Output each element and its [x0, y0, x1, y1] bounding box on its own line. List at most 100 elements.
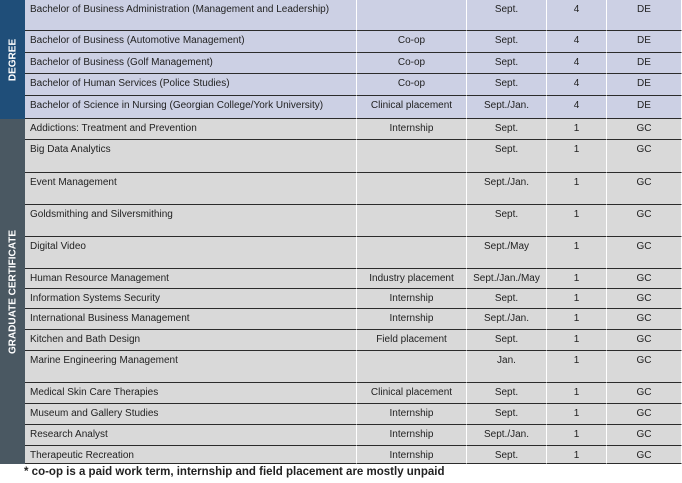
table-cell: 1 — [547, 425, 607, 446]
table-cell: Field placement — [357, 330, 467, 351]
table-cell: 1 — [547, 269, 607, 289]
table-cell: Sept. — [467, 74, 547, 96]
table-cell — [357, 173, 467, 205]
table-cell: Internship — [357, 119, 467, 140]
footnote: * co-op is a paid work term, internship … — [24, 466, 445, 478]
table-cell: Sept. — [467, 383, 547, 404]
table-cell: Sept. — [467, 330, 547, 351]
table-cell: GC — [607, 205, 682, 237]
table-cell: GC — [607, 173, 682, 205]
table-cell: Bachelor of Science in Nursing (Georgian… — [25, 96, 357, 119]
table-cell: GC — [607, 309, 682, 330]
table-cell: 4 — [547, 31, 607, 53]
table-cell: Research Analyst — [25, 425, 357, 446]
table-cell: DE — [607, 31, 682, 53]
table-cell: Sept. — [467, 0, 547, 31]
table-cell: Sept. — [467, 404, 547, 425]
table-cell: 1 — [547, 205, 607, 237]
table-cell: Sept. — [467, 446, 547, 464]
table-cell: 1 — [547, 330, 607, 351]
table-cell: Industry placement — [357, 269, 467, 289]
table-cell: 1 — [547, 119, 607, 140]
table-cell: 4 — [547, 74, 607, 96]
table-cell: Sept. — [467, 119, 547, 140]
table-cell: Sept./May — [467, 237, 547, 269]
table-cell: Internship — [357, 425, 467, 446]
table-cell: GC — [607, 289, 682, 309]
table-cell: Co-op — [357, 31, 467, 53]
table-cell: Big Data Analytics — [25, 140, 357, 173]
table-cell: GC — [607, 446, 682, 464]
table-cell: Human Resource Management — [25, 269, 357, 289]
table-cell: Goldsmithing and Silversmithing — [25, 205, 357, 237]
table-cell: Marine Engineering Management — [25, 351, 357, 383]
table-cell: Internship — [357, 404, 467, 425]
table-cell: Sept. — [467, 205, 547, 237]
table-cell: Sept./Jan. — [467, 309, 547, 330]
table-cell: Bachelor of Business Administration (Man… — [25, 0, 357, 31]
table-cell: GC — [607, 140, 682, 173]
table-cell: 1 — [547, 173, 607, 205]
table-cell: Bachelor of Business (Automotive Managem… — [25, 31, 357, 53]
table-cell: Medical Skin Care Therapies — [25, 383, 357, 404]
table-cell: GC — [607, 269, 682, 289]
group-label-text: DEGREE — [7, 38, 18, 81]
table-cell: 1 — [547, 140, 607, 173]
table-cell: GC — [607, 237, 682, 269]
table-cell: Internship — [357, 446, 467, 464]
table-cell: 1 — [547, 404, 607, 425]
table-cell: DE — [607, 74, 682, 96]
table-cell: Internship — [357, 289, 467, 309]
table-cell: Bachelor of Human Services (Police Studi… — [25, 74, 357, 96]
table-cell: Clinical placement — [357, 383, 467, 404]
table-cell: DE — [607, 53, 682, 74]
table-cell: 4 — [547, 0, 607, 31]
table-cell: DE — [607, 96, 682, 119]
table-cell: GC — [607, 330, 682, 351]
table-cell: GC — [607, 425, 682, 446]
table-cell: 4 — [547, 96, 607, 119]
table-cell: Internship — [357, 309, 467, 330]
table-cell: Information Systems Security — [25, 289, 357, 309]
table-cell: GC — [607, 404, 682, 425]
table-cell: 1 — [547, 383, 607, 404]
table-cell — [357, 140, 467, 173]
table-cell — [357, 0, 467, 31]
table-cell: Bachelor of Business (Golf Management) — [25, 53, 357, 74]
table-cell: Sept. — [467, 289, 547, 309]
group-label: GRADUATE CERTIFICATE — [0, 119, 25, 464]
table-cell: 1 — [547, 351, 607, 383]
table-cell: Sept./Jan. — [467, 173, 547, 205]
table-cell: Addictions: Treatment and Prevention — [25, 119, 357, 140]
table-cell — [357, 351, 467, 383]
table-cell: 4 — [547, 53, 607, 74]
table-cell: Sept./Jan. — [467, 96, 547, 119]
table-cell: Event Management — [25, 173, 357, 205]
table-cell: Jan. — [467, 351, 547, 383]
table-cell: Digital Video — [25, 237, 357, 269]
table-cell: GC — [607, 119, 682, 140]
table-cell: Sept./Jan. — [467, 425, 547, 446]
group-label: DEGREE — [0, 0, 25, 119]
table-cell: International Business Management — [25, 309, 357, 330]
table-cell: Co-op — [357, 74, 467, 96]
table-cell: GC — [607, 351, 682, 383]
table-cell: DE — [607, 0, 682, 31]
group-label-text: GRADUATE CERTIFICATE — [7, 229, 18, 354]
table-cell: Co-op — [357, 53, 467, 74]
table-cell: Sept. — [467, 53, 547, 74]
table-cell — [357, 237, 467, 269]
table-cell — [357, 205, 467, 237]
table-cell: Sept. — [467, 140, 547, 173]
table-cell: GC — [607, 383, 682, 404]
table-cell: Sept. — [467, 31, 547, 53]
table-cell: 1 — [547, 309, 607, 330]
table-cell: Kitchen and Bath Design — [25, 330, 357, 351]
table-cell: Museum and Gallery Studies — [25, 404, 357, 425]
table-cell: Clinical placement — [357, 96, 467, 119]
table-cell: Therapeutic Recreation — [25, 446, 357, 464]
table-cell: Sept./Jan./May — [467, 269, 547, 289]
table-cell: 1 — [547, 446, 607, 464]
table-cell: 1 — [547, 237, 607, 269]
